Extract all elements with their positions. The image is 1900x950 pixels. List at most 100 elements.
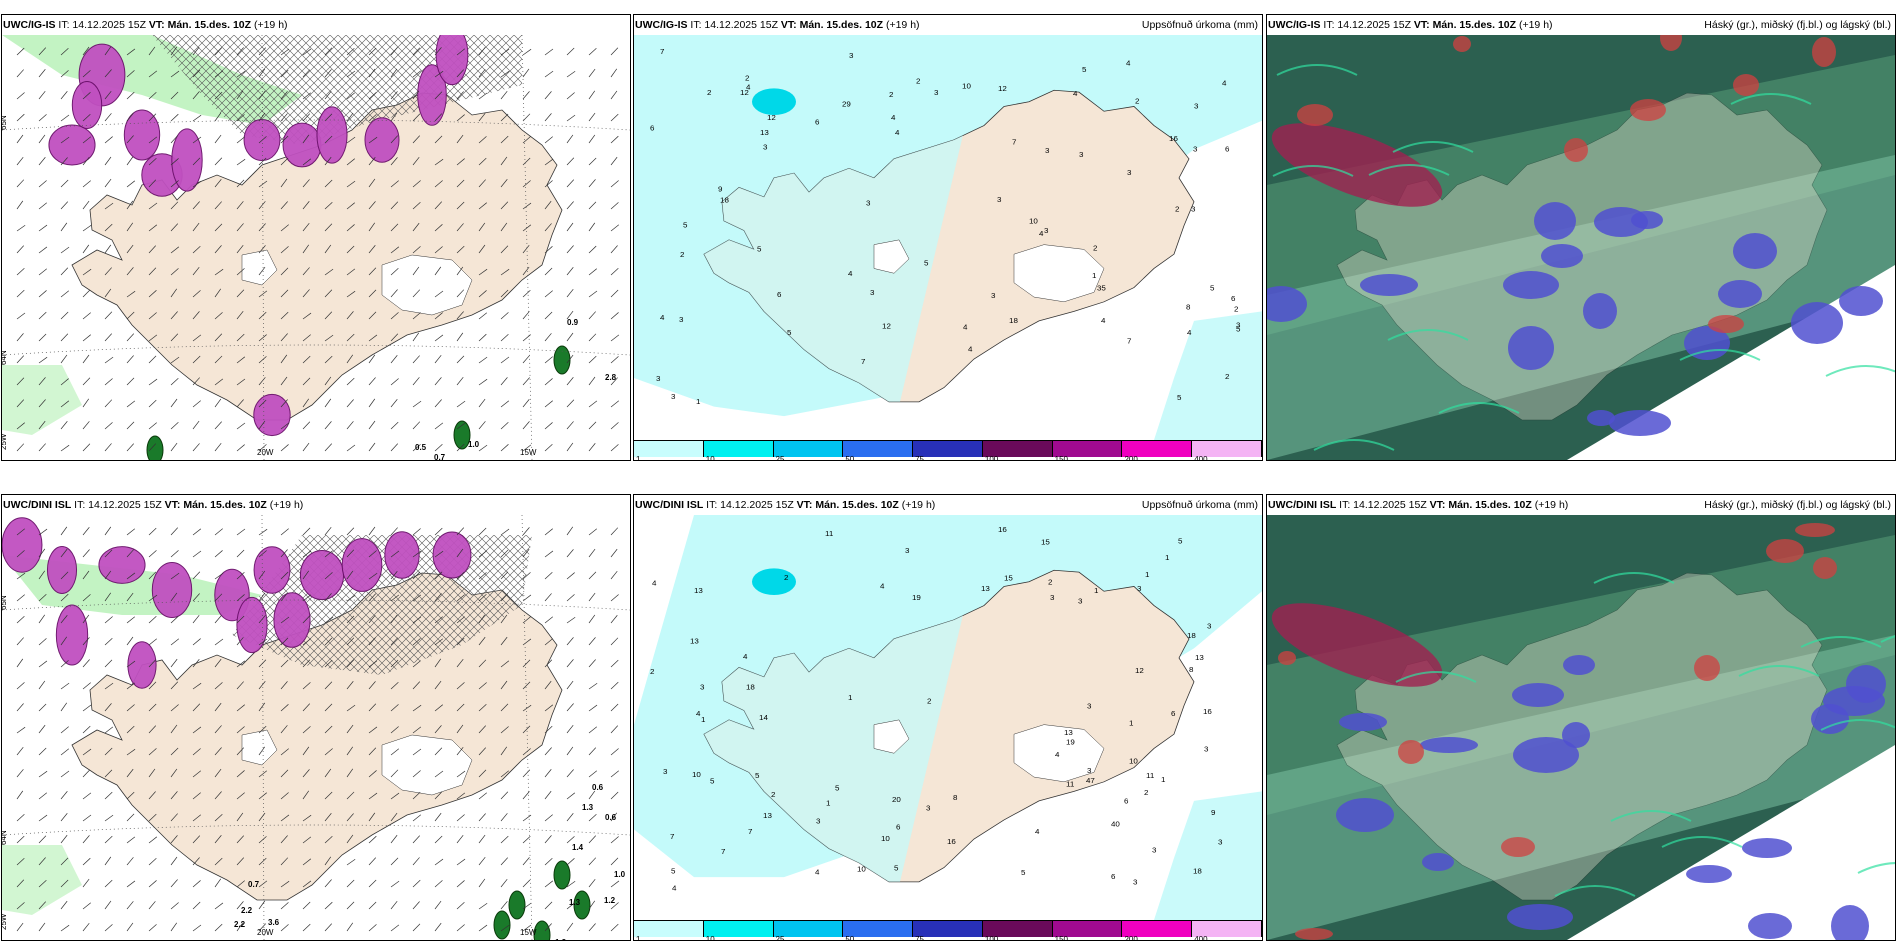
- wind-barb: [544, 769, 552, 778]
- accum-value: 4: [652, 579, 657, 588]
- high-cloud-cell: [1694, 655, 1720, 681]
- wind-barb: [456, 703, 465, 712]
- wind-barb: [192, 420, 200, 430]
- wind-barb: [148, 594, 158, 602]
- wind-barb: [126, 880, 136, 888]
- wind-barb: [566, 902, 575, 910]
- wind-barb: [16, 69, 24, 78]
- accum-value: 4: [1101, 316, 1106, 325]
- colorbar-swatch: [634, 920, 704, 937]
- wind-barb: [148, 422, 157, 430]
- wind-barb: [104, 202, 114, 210]
- low-cloud-cell: [1513, 737, 1579, 773]
- accum-value: 4: [660, 313, 665, 322]
- wind-barb: [390, 289, 398, 298]
- wind-barb: [60, 770, 70, 778]
- wind-barb: [324, 443, 333, 452]
- wind-barb: [390, 857, 399, 866]
- accum-value: 2: [650, 667, 654, 676]
- panel-header: UWC/IG-IS IT: 14.12.2025 15Z VT: Mán. 15…: [634, 15, 1262, 35]
- low-cloud-cell: [1609, 410, 1671, 436]
- wind-barb: [38, 792, 48, 800]
- wind-barb: [148, 725, 157, 734]
- wind-barb: [16, 92, 25, 100]
- high-cloud-cell: [1708, 315, 1744, 333]
- colorbar-tick: 1: [636, 935, 641, 941]
- accum-value: 4: [1055, 750, 1060, 759]
- wind-barb: [588, 900, 596, 910]
- glacier: [873, 239, 910, 274]
- wind-barb: [104, 659, 113, 668]
- wind-barb: [16, 134, 24, 144]
- wind-barb: [346, 768, 354, 778]
- wind-barb: [82, 659, 90, 668]
- wind-barb: [192, 377, 200, 386]
- wind-barb: [390, 792, 400, 800]
- accum-value: 11: [825, 529, 833, 538]
- wind-barb: [82, 594, 91, 602]
- accum-value: 5: [787, 328, 792, 337]
- wind-barb: [610, 68, 618, 78]
- wind-barb: [236, 770, 245, 778]
- accum-value: 3: [870, 288, 874, 297]
- colorbar-swatch: [1052, 440, 1123, 457]
- wind-barb: [500, 312, 509, 320]
- low-cloud-cell: [1507, 904, 1573, 930]
- wind-barb: [38, 157, 46, 166]
- wind-barb: [412, 616, 422, 624]
- longitude-line: [261, 35, 265, 460]
- colorbar-tick: 10: [705, 935, 715, 941]
- wind-barb: [478, 902, 488, 910]
- wind-barb: [610, 836, 619, 844]
- accum-value: 10: [1029, 217, 1039, 226]
- wind-barb: [236, 880, 245, 888]
- lead-time: (+19 h): [253, 19, 288, 31]
- wind-barb: [566, 858, 575, 866]
- wind-barb: [126, 725, 135, 734]
- accum-value: 18: [720, 196, 729, 205]
- wind-barb: [192, 659, 200, 668]
- accum-value: 3: [849, 51, 853, 60]
- wind-barb: [170, 91, 179, 100]
- wind-barb: [434, 91, 443, 100]
- wind-barb: [456, 114, 465, 122]
- low-cloud-cell: [1684, 326, 1730, 360]
- accum-value: 29: [842, 100, 851, 109]
- wind-barb: [302, 746, 310, 756]
- wind-barb: [236, 90, 244, 100]
- wind-barb: [38, 638, 47, 646]
- wind-barb: [478, 703, 487, 712]
- wind-value: 0.9: [567, 318, 579, 327]
- accum-value: 13: [1195, 653, 1204, 662]
- wind-barb: [390, 112, 398, 122]
- wind-barb: [82, 857, 91, 866]
- wind-barb: [456, 422, 466, 430]
- wind-barb: [148, 638, 157, 646]
- wind-barb: [434, 422, 444, 430]
- wind-barb: [148, 355, 157, 364]
- map-svg: [1267, 515, 1895, 940]
- axis-label: 15W: [520, 448, 537, 457]
- wind-barb: [566, 703, 574, 712]
- map-area: 6 5 5 4 3 3 4 3 12 10 2 3 8 7 10 6 4 2 2 13 16 29 35 12 3 4 4 4 4 3 4 4…: [634, 35, 1262, 440]
- accum-value: 20: [892, 795, 902, 804]
- wind-barb: [522, 266, 530, 276]
- wind-barb: [478, 834, 486, 844]
- wind-barb: [566, 222, 574, 232]
- wind-value: 2.2: [241, 906, 253, 915]
- wind-barb: [104, 791, 113, 800]
- wind-barb: [60, 615, 68, 624]
- wind-barb: [148, 571, 157, 580]
- wind-barb: [236, 835, 245, 844]
- wind-barb: [38, 570, 46, 580]
- wind-barb: [148, 399, 157, 408]
- wind-barb: [16, 113, 25, 122]
- wind-barb: [566, 421, 574, 430]
- wind-barb: [214, 398, 222, 408]
- wind-barb: [236, 179, 245, 188]
- wind-barb: [214, 768, 222, 778]
- wind-barb: [236, 637, 244, 646]
- wind-barb: [192, 814, 202, 822]
- wind-barb: [16, 443, 25, 452]
- wind-barb: [258, 570, 266, 580]
